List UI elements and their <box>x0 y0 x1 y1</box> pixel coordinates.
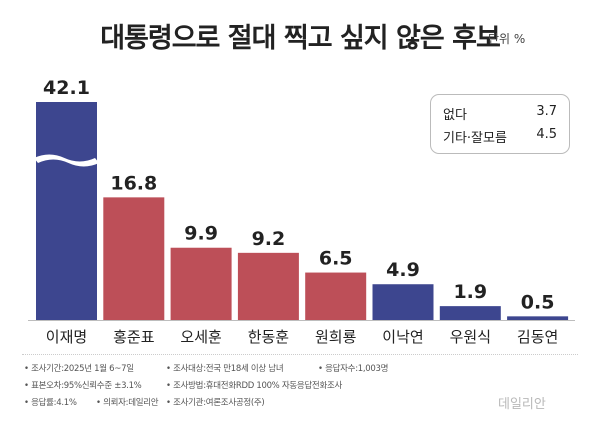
value-label-4: 9.2 <box>252 228 286 250</box>
legend-label-other: 기타·잘모름 <box>443 131 507 146</box>
footnote-period: • 조사기간:2025년 1월 6~7일 <box>24 364 134 374</box>
footnote-margin: • 표본오차:95%신뢰수준 ±3.1% <box>24 381 142 391</box>
value-label-7: 1.9 <box>453 281 487 303</box>
footnote-client: • 의뢰자:데일리안 <box>96 398 159 408</box>
category-label-6: 이낙연 <box>382 328 423 346</box>
bar-2 <box>103 197 165 320</box>
other-responses-box: 없다 3.7 기타·잘모름 4.5 <box>430 94 570 154</box>
unit-label: 단위 % <box>488 32 526 46</box>
footnote-target: • 조사대상:전국 만18세 이상 남녀 <box>166 364 284 374</box>
bar-1 <box>36 102 97 320</box>
category-label-4: 한동훈 <box>248 328 289 346</box>
legend-value-other: 4.5 <box>536 127 557 142</box>
category-label-5: 원희룡 <box>315 328 357 346</box>
footnote-respondents: • 응답자수:1,003명 <box>318 364 389 374</box>
category-label-1: 이재명 <box>46 328 87 346</box>
chart-title: 대통령으로 절대 찍고 싶지 않은 후보 <box>100 23 501 54</box>
bar-7 <box>439 306 501 320</box>
footnote-response-rate: • 응답률:4.1% <box>24 398 77 408</box>
bar-5 <box>305 272 367 320</box>
category-label-3: 오세훈 <box>180 328 221 346</box>
bar-4 <box>237 252 299 320</box>
category-label-2: 홍준표 <box>113 328 155 346</box>
value-label-8: 0.5 <box>521 291 555 313</box>
bar-6 <box>372 284 434 320</box>
value-label-3: 9.9 <box>184 223 218 245</box>
legend-row-other: 기타·잘모름 4.5 <box>443 127 557 146</box>
bar-8 <box>507 316 569 320</box>
value-label-6: 4.9 <box>386 259 420 281</box>
legend-value-none: 3.7 <box>536 104 557 119</box>
category-label-7: 우원식 <box>450 328 491 346</box>
legend-label-none: 없다 <box>443 108 467 123</box>
value-label-2: 16.8 <box>110 172 157 194</box>
value-label-5: 6.5 <box>319 248 353 270</box>
brand-logo: 데일리안 <box>498 397 546 412</box>
bar-3 <box>170 247 232 320</box>
axis-break-mark <box>34 154 99 167</box>
value-label-1: 42.1 <box>43 77 90 99</box>
category-label-8: 김동연 <box>517 328 558 346</box>
footnote-agency: • 조사기관:여론조사공정(주) <box>166 398 265 408</box>
legend-row-none: 없다 3.7 <box>443 104 557 123</box>
footer-divider <box>22 354 578 355</box>
footnote-method: • 조사방법:휴대전화RDD 100% 자동응답전화조사 <box>166 381 343 391</box>
